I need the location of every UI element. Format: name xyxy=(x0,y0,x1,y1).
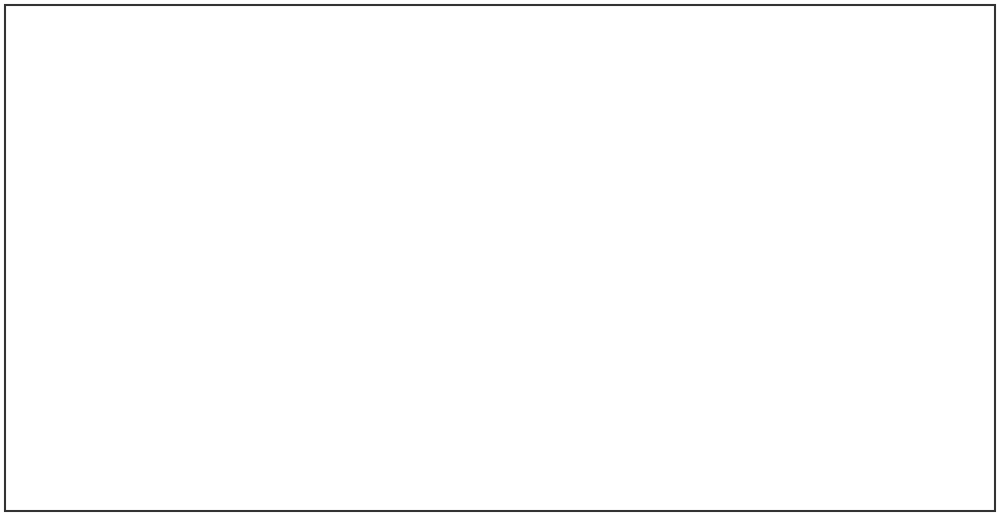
Bar xyxy=(85,85,175,263)
Text: 403: 403 xyxy=(519,185,541,199)
Bar xyxy=(395,346,435,376)
Text: 308: 308 xyxy=(539,460,561,473)
Bar xyxy=(680,253,706,313)
Text: 404: 404 xyxy=(589,185,611,199)
Circle shape xyxy=(755,175,865,285)
Circle shape xyxy=(91,321,109,339)
Circle shape xyxy=(944,21,972,49)
Circle shape xyxy=(480,215,500,235)
Bar xyxy=(58,268,946,296)
Text: 204: 204 xyxy=(219,460,241,473)
Bar xyxy=(517,347,553,369)
Circle shape xyxy=(936,13,980,57)
Bar xyxy=(792,318,828,325)
Text: 3: 3 xyxy=(45,232,79,261)
Circle shape xyxy=(72,302,128,358)
Text: 200: 200 xyxy=(201,492,223,505)
Text: 3: 3 xyxy=(41,255,49,268)
Circle shape xyxy=(846,321,864,339)
Circle shape xyxy=(896,321,914,339)
Bar xyxy=(316,100,328,107)
Text: 202: 202 xyxy=(162,460,184,473)
Bar xyxy=(95,55,163,80)
Circle shape xyxy=(800,220,820,240)
Bar xyxy=(792,215,828,325)
Polygon shape xyxy=(719,51,951,281)
Text: 309: 309 xyxy=(379,460,401,473)
Polygon shape xyxy=(455,240,530,258)
Bar xyxy=(400,375,430,390)
Circle shape xyxy=(879,304,931,356)
Text: 310: 310 xyxy=(405,460,427,473)
Bar xyxy=(115,30,143,42)
Bar xyxy=(283,133,361,263)
Circle shape xyxy=(638,255,748,365)
Circle shape xyxy=(724,250,760,286)
Text: 4: 4 xyxy=(886,104,894,117)
Text: 203: 203 xyxy=(189,460,211,473)
Text: 5: 5 xyxy=(883,288,891,301)
Circle shape xyxy=(470,205,510,245)
Bar xyxy=(515,346,555,376)
Text: 300: 300 xyxy=(464,492,486,505)
Circle shape xyxy=(146,321,164,339)
Bar xyxy=(80,80,180,268)
Bar xyxy=(520,375,550,390)
Bar xyxy=(455,346,490,376)
Text: 201: 201 xyxy=(364,25,386,39)
Bar xyxy=(445,258,535,283)
Bar xyxy=(310,106,334,116)
Circle shape xyxy=(679,296,707,324)
Text: 201: 201 xyxy=(363,25,385,39)
Bar xyxy=(300,115,344,129)
Circle shape xyxy=(298,328,322,352)
Text: 2: 2 xyxy=(871,433,879,446)
Text: 402: 402 xyxy=(553,185,575,199)
Bar xyxy=(452,220,528,270)
Bar xyxy=(278,128,366,268)
Bar xyxy=(460,375,485,390)
Text: 400: 400 xyxy=(537,160,559,173)
Text: 307: 307 xyxy=(511,460,533,473)
Bar xyxy=(457,347,488,369)
Bar xyxy=(368,345,588,367)
Bar xyxy=(68,300,123,330)
Text: 401: 401 xyxy=(487,185,509,199)
Circle shape xyxy=(460,195,520,255)
Bar xyxy=(380,330,576,346)
Text: 1: 1 xyxy=(939,433,947,446)
Bar xyxy=(402,347,438,369)
Circle shape xyxy=(66,176,84,194)
Text: 305: 305 xyxy=(483,460,505,473)
Bar xyxy=(62,268,270,330)
Circle shape xyxy=(486,221,494,229)
Bar xyxy=(792,215,828,223)
Text: 306: 306 xyxy=(429,460,451,473)
Circle shape xyxy=(734,260,750,276)
Bar xyxy=(108,40,150,56)
Circle shape xyxy=(829,304,881,356)
Circle shape xyxy=(127,302,183,358)
